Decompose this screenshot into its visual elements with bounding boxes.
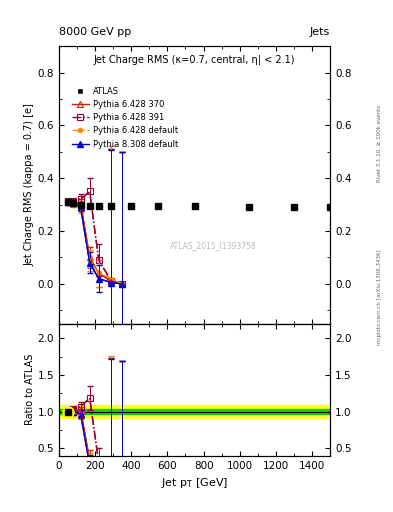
Bar [59, 405, 330, 418]
Text: Rivet 3.1.10, ≥ 100k events: Rivet 3.1.10, ≥ 100k events [377, 105, 382, 182]
Text: ATLAS_2015_I1393758: ATLAS_2015_I1393758 [170, 241, 257, 250]
Bar [59, 409, 330, 414]
Text: Jets: Jets [310, 27, 330, 37]
Y-axis label: Ratio to ATLAS: Ratio to ATLAS [25, 354, 35, 425]
Y-axis label: Jet Charge RMS (kappa = 0.7) [e]: Jet Charge RMS (kappa = 0.7) [e] [25, 103, 35, 266]
Text: Jet Charge RMS (κ=0.7, central, η| < 2.1): Jet Charge RMS (κ=0.7, central, η| < 2.1… [94, 54, 295, 65]
Text: mcplots.cern.ch [arXiv:1306.3436]: mcplots.cern.ch [arXiv:1306.3436] [377, 249, 382, 345]
X-axis label: Jet $\mathregular{p_T}$ [GeV]: Jet $\mathregular{p_T}$ [GeV] [161, 476, 228, 490]
Legend: ATLAS, Pythia 6.428 370, Pythia 6.428 391, Pythia 6.428 default, Pythia 8.308 de: ATLAS, Pythia 6.428 370, Pythia 6.428 39… [68, 83, 181, 152]
Text: 8000 GeV pp: 8000 GeV pp [59, 27, 131, 37]
